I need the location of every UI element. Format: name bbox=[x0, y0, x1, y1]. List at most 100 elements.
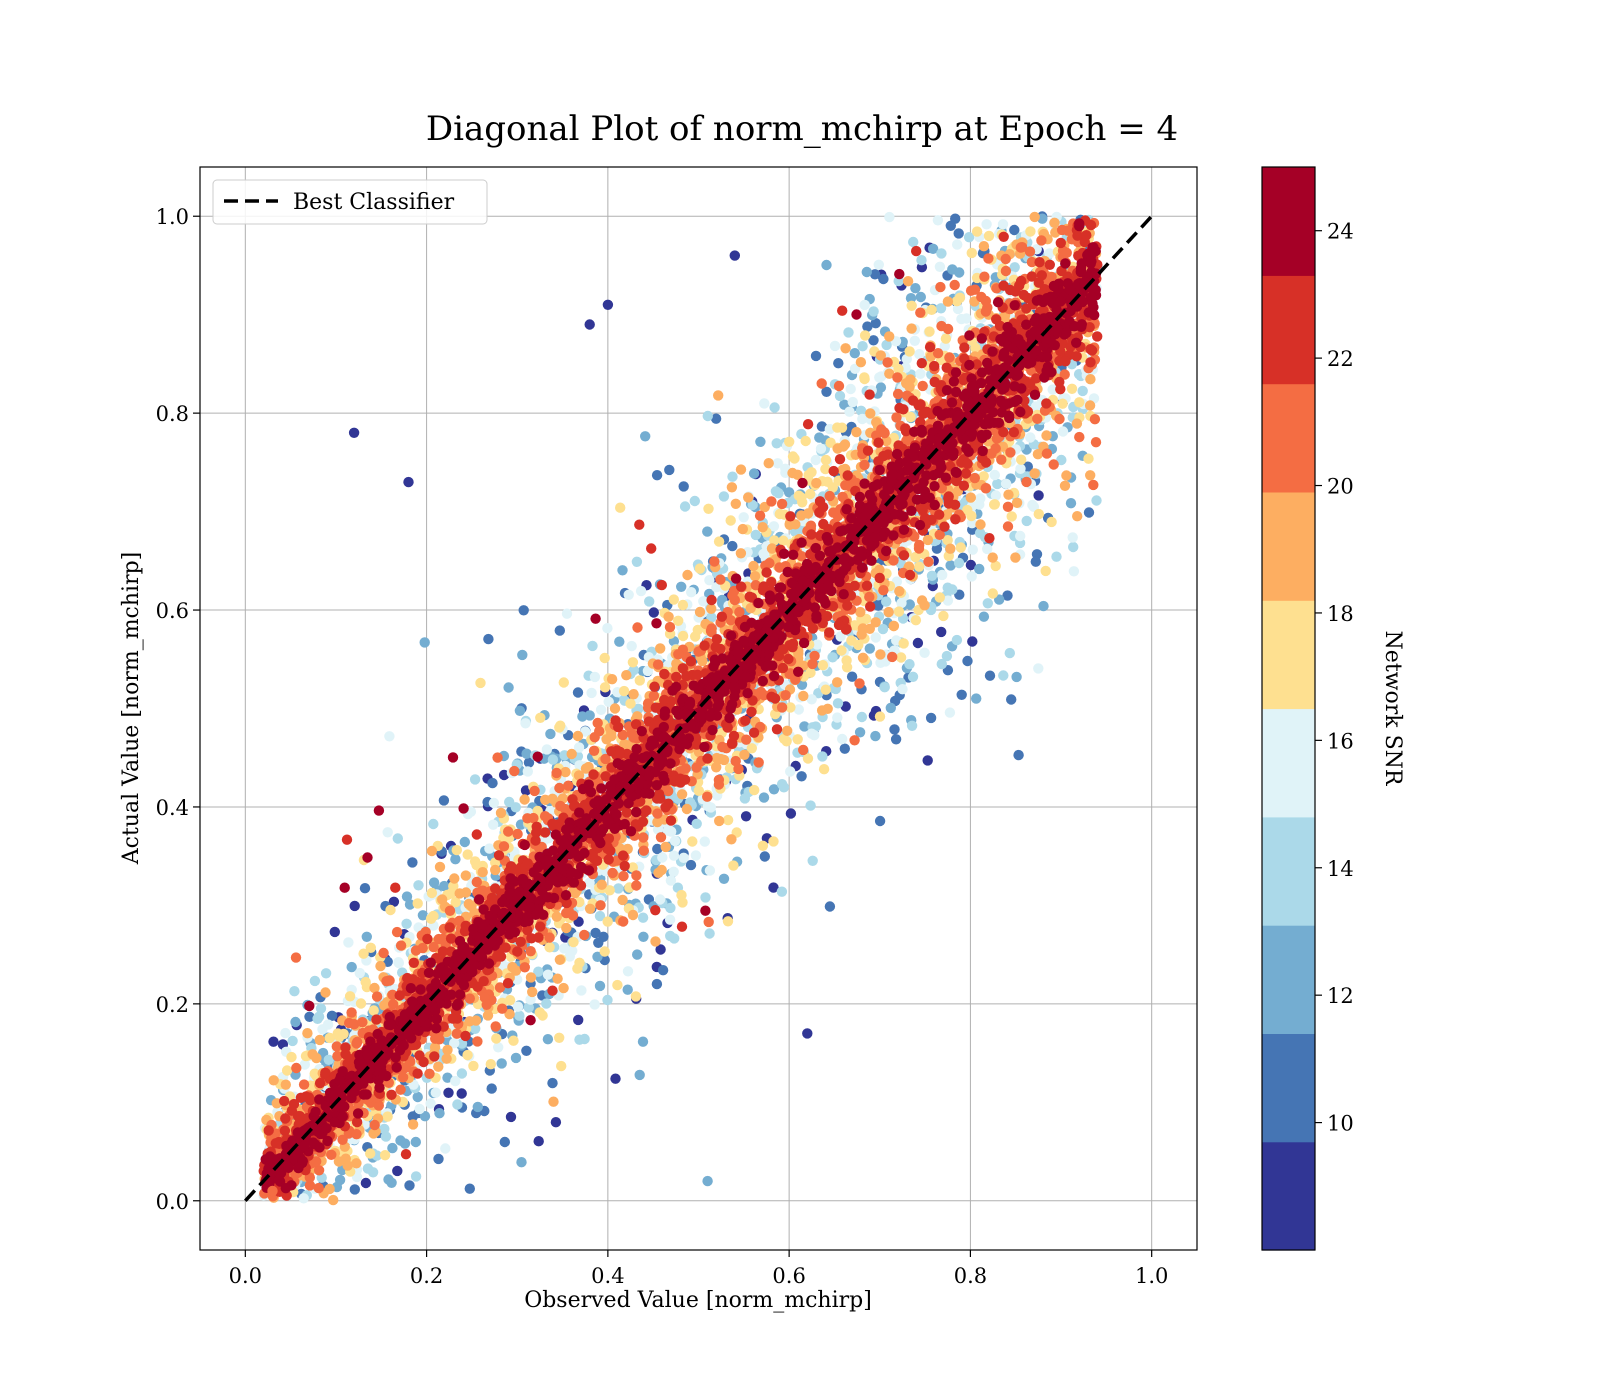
scatter-point bbox=[425, 1098, 436, 1109]
scatter-point bbox=[718, 491, 730, 502]
scatter-point bbox=[602, 994, 613, 1006]
scatter-point bbox=[820, 454, 832, 466]
scatter-point bbox=[869, 269, 881, 280]
scatter-point bbox=[462, 849, 473, 860]
scatter-point bbox=[434, 861, 446, 873]
scatter-point bbox=[564, 951, 575, 962]
scatter-point bbox=[758, 792, 770, 803]
scatter-point bbox=[1067, 532, 1078, 543]
scatter-point bbox=[430, 1087, 441, 1098]
scatter-point bbox=[614, 636, 625, 647]
scatter-point bbox=[527, 986, 538, 998]
scatter-point bbox=[849, 348, 860, 359]
scatter-point bbox=[1040, 565, 1051, 577]
scatter-point bbox=[516, 1157, 527, 1168]
scatter-point bbox=[488, 797, 500, 809]
scatter-point bbox=[617, 894, 628, 906]
scatter-point bbox=[1091, 495, 1102, 506]
scatter-point bbox=[942, 595, 954, 606]
scatter-point bbox=[550, 1117, 562, 1128]
scatter-point bbox=[610, 1073, 621, 1084]
scatter-point bbox=[676, 789, 688, 800]
scatter-point bbox=[916, 255, 927, 266]
scatter-point bbox=[1025, 432, 1036, 443]
scatter-point bbox=[628, 664, 639, 676]
scatter-point bbox=[401, 891, 413, 902]
scatter-point bbox=[763, 458, 774, 469]
scatter-point bbox=[470, 1023, 481, 1034]
scatter-point bbox=[832, 712, 843, 723]
scatter-point bbox=[806, 694, 817, 705]
scatter-point bbox=[805, 800, 816, 811]
scatter-point bbox=[772, 458, 783, 469]
scatter-point bbox=[462, 1049, 473, 1061]
scatter-point bbox=[512, 1001, 524, 1012]
scatter-point bbox=[953, 228, 964, 239]
scatter-point bbox=[468, 1060, 479, 1072]
scatter-point bbox=[914, 561, 925, 572]
scatter-point bbox=[778, 535, 789, 546]
scatter-point bbox=[969, 472, 980, 484]
scatter-point bbox=[668, 594, 679, 605]
scatter-point bbox=[952, 303, 964, 315]
scatter-point bbox=[635, 585, 647, 597]
scatter-point bbox=[499, 1136, 510, 1148]
scatter-point bbox=[1000, 265, 1012, 277]
scatter-point bbox=[1030, 401, 1042, 412]
scatter-point bbox=[862, 321, 873, 332]
scatter-point bbox=[561, 608, 573, 619]
scatter-point bbox=[407, 857, 418, 868]
scatter-point bbox=[868, 335, 879, 346]
scatter-point bbox=[486, 1083, 497, 1094]
scatter-point bbox=[554, 782, 565, 794]
scatter-point bbox=[631, 556, 643, 567]
scatter-point bbox=[907, 671, 919, 682]
scatter-point bbox=[817, 751, 828, 762]
scatter-point bbox=[413, 880, 424, 891]
scatter-point bbox=[1065, 498, 1077, 509]
scatter-point bbox=[388, 896, 400, 907]
scatter-point bbox=[450, 897, 461, 908]
scatter-point bbox=[554, 722, 565, 733]
scatter-point bbox=[814, 432, 825, 443]
scatter-point bbox=[945, 560, 956, 571]
scatter-point bbox=[534, 1007, 545, 1018]
scatter-point bbox=[544, 942, 555, 953]
scatter-point bbox=[1036, 235, 1047, 246]
scatter-point bbox=[879, 682, 890, 693]
scatter-point bbox=[368, 1005, 379, 1016]
scatter-point bbox=[504, 796, 515, 808]
scatter-point bbox=[573, 1014, 584, 1026]
scatter-point bbox=[290, 1016, 301, 1028]
scatter-point bbox=[355, 998, 367, 1009]
scatter-point bbox=[893, 606, 905, 617]
scatter-point bbox=[302, 1028, 313, 1039]
scatter-point bbox=[982, 598, 993, 609]
scatter-point bbox=[387, 1142, 398, 1154]
scatter-point bbox=[878, 273, 889, 285]
scatter-point bbox=[833, 358, 844, 369]
scatter-point bbox=[768, 882, 779, 893]
scatter-point bbox=[495, 807, 507, 819]
scatter-point bbox=[854, 678, 865, 689]
scatter-point bbox=[650, 936, 661, 947]
scatter-point bbox=[595, 704, 607, 715]
scatter-point bbox=[747, 499, 758, 511]
scatter-point bbox=[556, 1060, 567, 1072]
scatter-point bbox=[554, 954, 566, 965]
scatter-point bbox=[393, 957, 404, 969]
scatter-point bbox=[727, 540, 738, 552]
scatter-point bbox=[572, 730, 584, 742]
scatter-point bbox=[728, 860, 739, 871]
scatter-point bbox=[750, 529, 761, 541]
scatter-point bbox=[523, 1002, 534, 1013]
scatter-point bbox=[442, 1072, 453, 1083]
scatter-point bbox=[498, 769, 510, 781]
scatter-point bbox=[291, 1062, 302, 1074]
scatter-point bbox=[793, 704, 804, 715]
scatter-point bbox=[1072, 511, 1083, 522]
scatter-point bbox=[514, 705, 526, 716]
scatter-point bbox=[464, 1183, 475, 1194]
scatter-point bbox=[487, 777, 498, 789]
scatter-point bbox=[268, 1036, 279, 1047]
